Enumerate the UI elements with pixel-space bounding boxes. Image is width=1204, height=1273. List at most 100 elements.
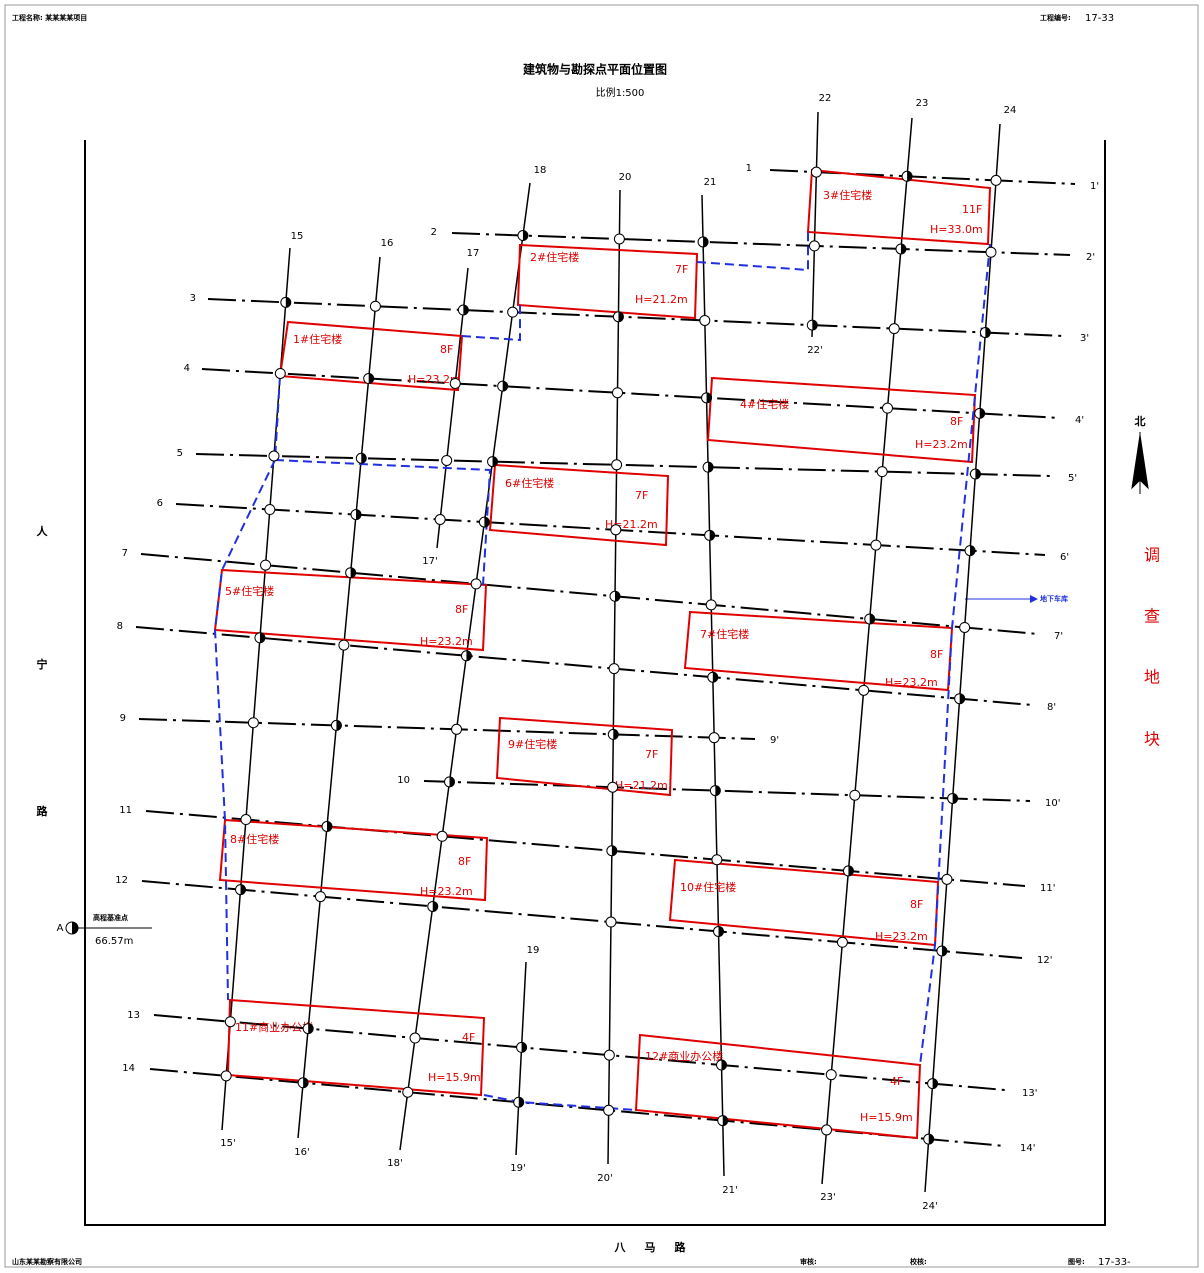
column-end-label: 18' xyxy=(387,1158,402,1169)
survey-point xyxy=(882,402,894,414)
building-name: 10#住宅楼 xyxy=(680,880,736,894)
survey-point xyxy=(507,306,519,318)
survey-point xyxy=(990,174,1002,186)
survey-point xyxy=(470,578,482,590)
survey-point-fill xyxy=(932,1078,938,1089)
survey-point xyxy=(876,466,888,478)
row-start-label: 1 xyxy=(746,163,752,174)
column-line xyxy=(701,194,725,1177)
row-end-label: 6' xyxy=(1060,552,1069,563)
building-name: 1#住宅楼 xyxy=(293,332,342,346)
column-line xyxy=(811,111,819,338)
row-start-label: 11 xyxy=(119,805,132,816)
survey-point-fill xyxy=(907,171,913,182)
survey-point xyxy=(858,684,870,696)
building-floors: 8F xyxy=(910,898,923,911)
benchmark-fill xyxy=(72,922,78,934)
site-boundary xyxy=(919,243,991,1066)
survey-point xyxy=(264,504,276,516)
row-line xyxy=(135,626,1033,706)
row-line xyxy=(201,368,1061,419)
column-end-label: 15' xyxy=(220,1138,235,1149)
building-name: 3#住宅楼 xyxy=(823,188,872,202)
column-line xyxy=(821,117,913,1185)
checker-label: 校核: xyxy=(910,1257,927,1266)
row-end-label: 14' xyxy=(1020,1143,1035,1154)
row-start-label: 14 xyxy=(122,1063,135,1074)
survey-point-fill xyxy=(985,327,991,338)
number-label: 工程编号: xyxy=(1040,13,1071,22)
building-name: 9#住宅楼 xyxy=(508,737,557,751)
survey-point-fill xyxy=(368,373,374,384)
survey-point-fill xyxy=(466,650,472,661)
row-end-label: 11' xyxy=(1040,883,1055,894)
survey-point xyxy=(888,323,900,335)
column-start-label: 18 xyxy=(534,165,547,176)
building-name: 12#商业办公楼 xyxy=(645,1049,723,1063)
row-end-label: 1' xyxy=(1090,181,1099,192)
survey-point xyxy=(941,873,953,885)
survey-point xyxy=(451,723,463,735)
survey-point-fill xyxy=(308,1023,314,1034)
row-end-label: 3' xyxy=(1080,333,1089,344)
survey-point-fill xyxy=(326,821,332,832)
survey-point-fill xyxy=(928,1134,934,1145)
column-start-label: 19 xyxy=(527,945,540,956)
column-end-label: 24' xyxy=(922,1201,937,1212)
building-height: H=23.2m xyxy=(885,676,938,689)
row-end-label: 12' xyxy=(1037,955,1052,966)
column-start-label: 21 xyxy=(704,177,717,188)
survey-point xyxy=(220,1070,232,1082)
building-outline xyxy=(806,168,992,246)
survey-point xyxy=(603,1049,615,1061)
column-start-label: 24 xyxy=(1004,105,1017,116)
building-outline xyxy=(495,716,674,797)
row-line xyxy=(451,232,1071,256)
row-start-label: 6 xyxy=(157,498,163,509)
survey-point-fill xyxy=(361,453,367,464)
column-end-label: 16' xyxy=(294,1147,309,1158)
building-height: H=15.9m xyxy=(860,1111,913,1124)
row-start-label: 13 xyxy=(127,1010,140,1021)
building-floors: 8F xyxy=(440,343,453,356)
garage-arrowhead xyxy=(1030,595,1038,603)
building-name: 6#住宅楼 xyxy=(505,476,554,490)
row-line xyxy=(153,1014,1006,1091)
column-start-label: 15 xyxy=(291,231,304,242)
survey-point-fill xyxy=(721,1060,727,1071)
building-name: 8#住宅楼 xyxy=(230,832,279,846)
building-floors: 8F xyxy=(930,648,943,661)
column-end-label: 21' xyxy=(722,1185,737,1196)
benchmark-label: 高程基准点 xyxy=(93,913,128,922)
survey-point-fill xyxy=(959,693,965,704)
survey-point xyxy=(959,621,971,633)
survey-point-fill xyxy=(259,632,265,643)
row-start-label: 4 xyxy=(184,363,190,374)
survey-point-fill xyxy=(703,236,709,247)
site-label-char: 块 xyxy=(1144,730,1160,749)
building-floors: 8F xyxy=(455,603,468,616)
survey-point-fill xyxy=(722,1115,728,1126)
survey-point-fill xyxy=(979,408,985,419)
survey-point xyxy=(338,639,350,651)
column-end-label: 20' xyxy=(597,1173,612,1184)
column-end-label: 17' xyxy=(422,556,437,567)
drawing-title: 建筑物与勘探点平面位置图 xyxy=(522,62,667,77)
survey-point-fill xyxy=(611,845,617,856)
column-line xyxy=(924,123,1001,1193)
survey-point xyxy=(274,367,286,379)
building-name: 5#住宅楼 xyxy=(225,584,274,598)
building-floors: 8F xyxy=(950,415,963,428)
project-number: 17-33 xyxy=(1085,13,1114,24)
survey-point xyxy=(836,936,848,948)
site-boundary xyxy=(461,305,521,342)
survey-point-fill xyxy=(900,243,906,254)
survey-point xyxy=(705,599,717,611)
row-end-label: 10' xyxy=(1045,798,1060,809)
survey-point xyxy=(441,454,453,466)
column-end-label: 23' xyxy=(820,1192,835,1203)
survey-point xyxy=(613,233,625,245)
survey-point xyxy=(810,166,822,178)
building-height: H=23.2m xyxy=(915,438,968,451)
building-outline xyxy=(516,243,699,320)
